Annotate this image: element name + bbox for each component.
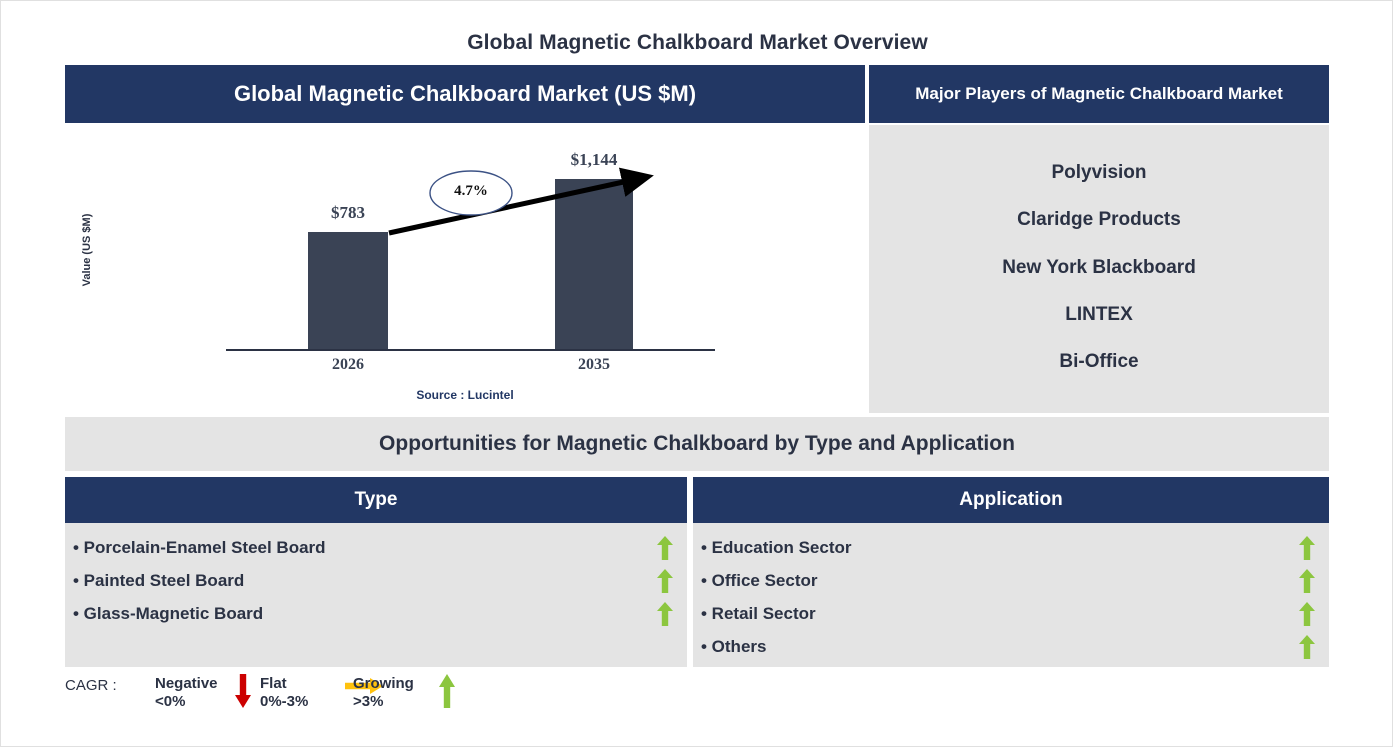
list-item: Claridge Products	[1017, 209, 1181, 231]
type-column-header-label: Type	[354, 489, 398, 510]
arrow-up-icon	[657, 535, 673, 560]
opportunities-band-title: Opportunities for Magnetic Chalkboard by…	[379, 432, 1015, 455]
type-column-list: • Porcelain-Enamel Steel Board • Painted…	[65, 523, 687, 667]
bar-value-2035: $1,144	[570, 150, 618, 169]
chart-panel-body: Value (US $M) $783 $1,144 2026 2035 4.7%…	[65, 123, 865, 413]
arrow-up-icon	[439, 674, 455, 708]
type-item-label: • Porcelain-Enamel Steel Board	[73, 537, 326, 557]
players-list: Polyvision Claridge Products New York Bl…	[869, 125, 1329, 413]
list-item: • Porcelain-Enamel Steel Board	[65, 531, 687, 564]
legend-growing-range: >3%	[353, 693, 384, 710]
list-item: Bi-Office	[1059, 350, 1139, 372]
bar-2026	[308, 232, 388, 349]
application-column-list: • Education Sector • Office Sector • Ret…	[693, 523, 1329, 667]
cagr-bubble-label: 4.7%	[454, 183, 488, 199]
chart-x-axis-line	[226, 349, 715, 351]
list-item: • Office Sector	[693, 564, 1329, 597]
chart-panel-header-label: Global Magnetic Chalkboard Market (US $M…	[233, 81, 697, 106]
application-item-label: • Retail Sector	[701, 603, 816, 623]
arrow-right-icon	[345, 678, 383, 694]
list-item: • Painted Steel Board	[65, 564, 687, 597]
legend-flat-name: Flat	[260, 675, 287, 692]
application-item-label: • Office Sector	[701, 570, 818, 590]
arrow-down-icon	[235, 674, 251, 708]
type-item-label: • Painted Steel Board	[73, 570, 245, 590]
chart-source-label: Source : Lucintel	[416, 388, 514, 402]
cagr-growth-arrow-icon	[388, 167, 654, 236]
legend-flat-range: 0%-3%	[260, 693, 309, 710]
legend-entry-growing: Growing >3%	[353, 675, 414, 711]
legend-entry-negative: Negative <0%	[155, 675, 218, 711]
bar-category-2035: 2035	[578, 356, 610, 373]
type-item-label: • Glass-Magnetic Board	[73, 603, 264, 623]
legend-entry-flat: Flat 0%-3%	[260, 675, 308, 711]
arrow-up-icon	[1299, 634, 1315, 659]
bar-value-2026: $783	[331, 203, 365, 222]
list-item: LINTEX	[1065, 303, 1133, 325]
bar-chart: Value (US $M) $783 $1,144 2026 2035 4.7%…	[65, 123, 865, 413]
legend-negative-range: <0%	[155, 693, 186, 710]
application-item-label: • Others	[701, 636, 767, 656]
chart-panel-header: Global Magnetic Chalkboard Market (US $M…	[65, 65, 865, 123]
players-panel-header-label: Major Players of Magnetic Chalkboard Mar…	[915, 84, 1283, 103]
players-panel-header: Major Players of Magnetic Chalkboard Mar…	[869, 65, 1329, 123]
arrow-up-icon	[1299, 568, 1315, 593]
list-item: Polyvision	[1051, 162, 1147, 184]
application-column-header-label: Application	[959, 489, 1063, 510]
application-item-label: • Education Sector	[701, 537, 852, 557]
chart-y-axis-label: Value (US $M)	[81, 213, 93, 287]
arrow-up-icon	[657, 568, 673, 593]
legend-negative-name: Negative	[155, 675, 218, 692]
list-item: • Glass-Magnetic Board	[65, 597, 687, 630]
arrow-up-icon	[1299, 535, 1315, 560]
type-column-header: Type	[65, 477, 687, 523]
list-item: • Education Sector	[693, 531, 1329, 564]
arrow-up-icon	[1299, 601, 1315, 626]
page-title: Global Magnetic Chalkboard Market Overvi…	[467, 31, 928, 54]
bar-2035	[555, 179, 633, 349]
application-column-header: Application	[693, 477, 1329, 523]
cagr-legend-title: CAGR :	[65, 677, 117, 694]
legend-growing-name: Growing	[353, 675, 414, 692]
list-item: • Others	[693, 630, 1329, 663]
list-item: New York Blackboard	[1002, 256, 1196, 278]
opportunities-band: Opportunities for Magnetic Chalkboard by…	[65, 417, 1329, 471]
bar-category-2026: 2026	[332, 356, 364, 373]
arrow-up-icon	[657, 601, 673, 626]
cagr-legend: CAGR : Negative <0% Flat 0%-3% Growing >…	[65, 673, 505, 723]
list-item: • Retail Sector	[693, 597, 1329, 630]
